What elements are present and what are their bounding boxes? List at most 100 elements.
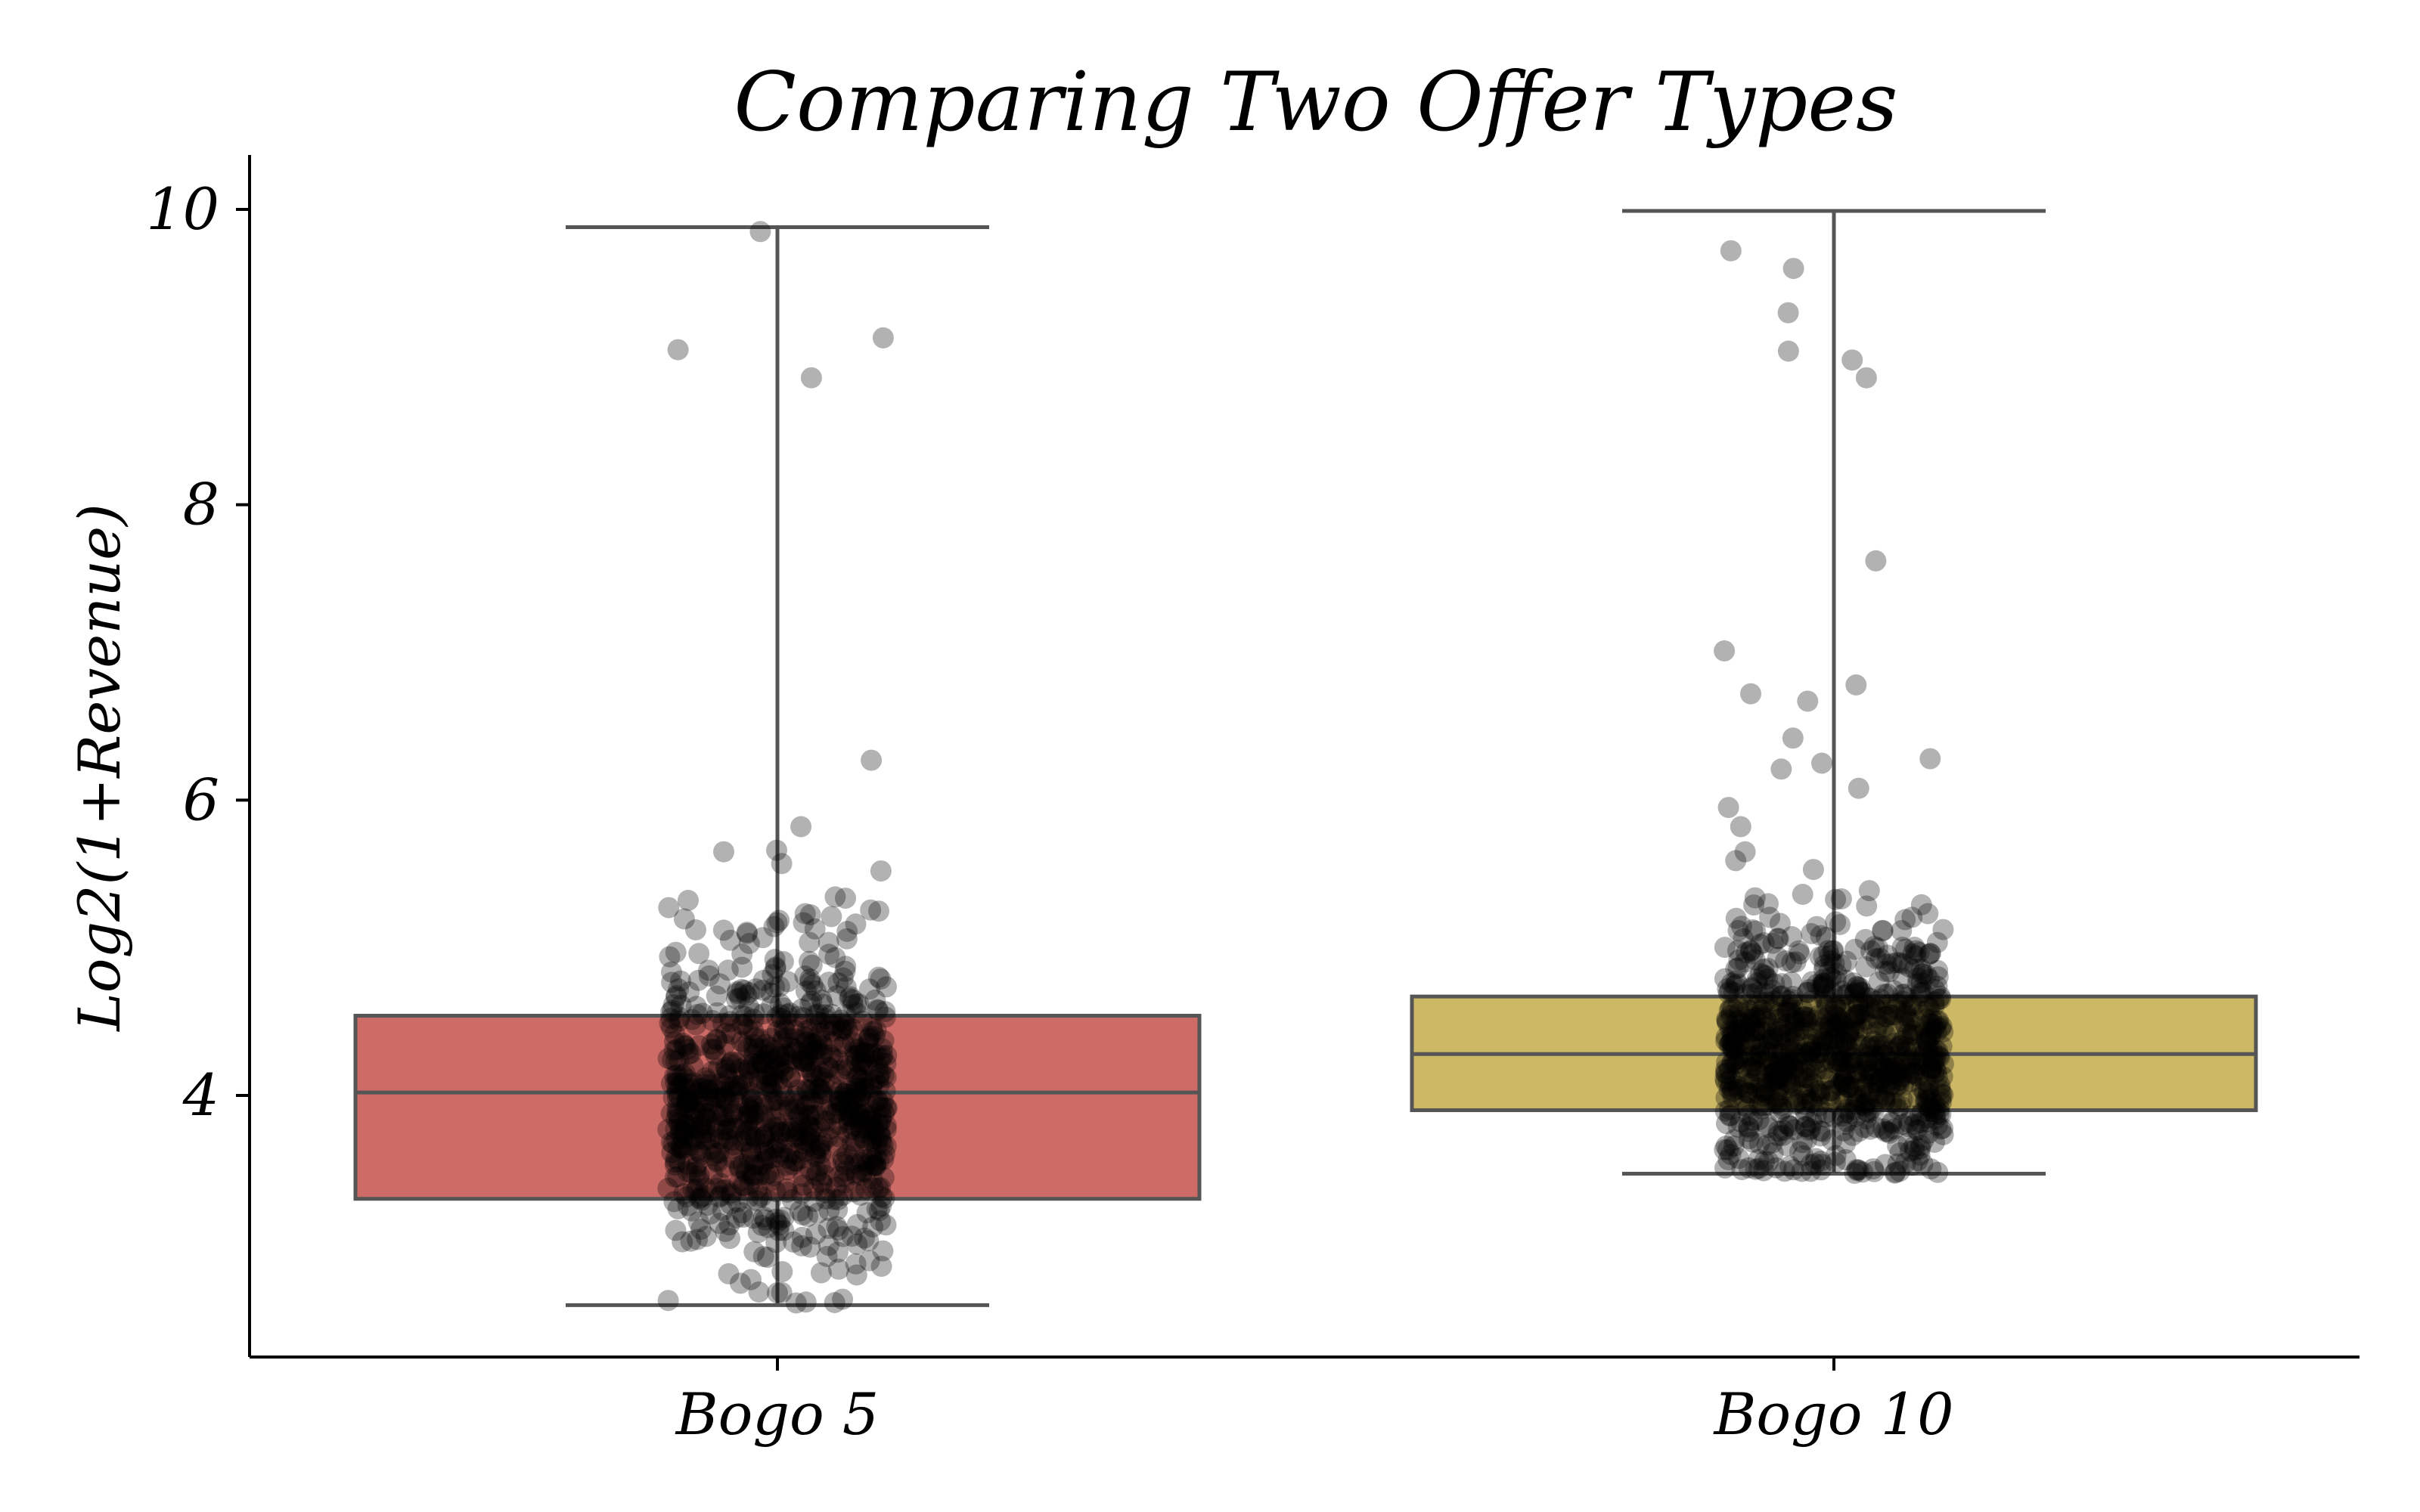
data-point <box>751 1052 773 1074</box>
data-point <box>850 1117 871 1139</box>
data-point <box>1910 1050 1932 1072</box>
data-point <box>691 1002 713 1024</box>
data-point <box>800 1018 822 1040</box>
data-point <box>870 1210 892 1232</box>
data-point <box>843 1101 865 1123</box>
data-point <box>862 1127 884 1149</box>
data-point <box>1756 1134 1778 1156</box>
data-point <box>834 960 856 982</box>
data-point <box>1804 1050 1826 1072</box>
data-point <box>1759 1082 1781 1104</box>
data-point <box>799 1127 821 1149</box>
data-point <box>688 1188 710 1210</box>
data-point <box>796 1045 818 1067</box>
data-point <box>1847 991 1869 1013</box>
data-point <box>1721 1020 1743 1042</box>
data-point <box>1895 1015 1917 1037</box>
data-point <box>768 1219 790 1241</box>
data-point <box>1834 1060 1856 1082</box>
data-point <box>690 1128 712 1150</box>
data-point <box>1745 1158 1767 1180</box>
data-point <box>748 1281 770 1303</box>
data-point <box>1742 1057 1764 1079</box>
data-point <box>757 1216 779 1238</box>
data-point <box>873 1102 895 1124</box>
data-point <box>705 1079 727 1101</box>
data-point <box>717 1118 739 1140</box>
data-point <box>860 1105 882 1127</box>
data-point <box>1913 1046 1934 1067</box>
data-point <box>746 1178 768 1200</box>
data-point <box>1782 1159 1804 1181</box>
data-point <box>1827 1033 1849 1055</box>
data-point <box>805 1104 827 1126</box>
data-point <box>834 1083 856 1105</box>
data-point <box>1797 1089 1818 1111</box>
data-point <box>826 1216 848 1238</box>
data-point <box>1844 982 1866 1003</box>
y-tick-label: 4 <box>182 1061 219 1129</box>
data-point <box>1900 1036 1922 1058</box>
data-point <box>1868 1033 1890 1055</box>
data-point <box>856 1053 877 1074</box>
data-point <box>828 1086 850 1108</box>
data-point <box>1835 1102 1857 1124</box>
data-point <box>1725 970 1747 992</box>
data-point <box>1767 1027 1789 1049</box>
data-point <box>1716 1012 1738 1033</box>
data-point <box>687 1140 709 1162</box>
data-point <box>1879 1040 1900 1062</box>
data-point <box>724 1075 746 1097</box>
outlier-point <box>1720 240 1742 262</box>
data-point <box>816 1246 838 1267</box>
data-point <box>770 1099 792 1120</box>
data-point <box>745 1129 767 1151</box>
data-point <box>1917 1095 1939 1117</box>
data-point <box>681 1162 703 1184</box>
data-point <box>1846 1086 1868 1108</box>
data-point <box>1801 1092 1823 1114</box>
data-point <box>852 1010 873 1032</box>
data-point <box>1924 1094 1946 1116</box>
data-point <box>1895 1002 1917 1024</box>
data-point <box>1838 1018 1860 1040</box>
data-point <box>1907 1120 1929 1142</box>
data-point <box>766 1006 788 1028</box>
data-point <box>1823 1106 1844 1128</box>
data-point <box>728 1157 750 1179</box>
data-point <box>1875 1089 1896 1111</box>
data-point <box>862 1216 884 1238</box>
data-point <box>820 1095 842 1117</box>
data-point <box>1742 1110 1764 1132</box>
data-point <box>799 904 821 925</box>
data-point <box>1889 1035 1911 1057</box>
data-point <box>862 1177 884 1199</box>
data-point <box>739 1108 761 1129</box>
data-point <box>1820 1080 1841 1101</box>
data-point <box>752 1246 774 1268</box>
data-point <box>844 1115 866 1137</box>
data-point <box>749 1165 771 1186</box>
data-point <box>1907 967 1929 989</box>
data-point <box>783 1042 805 1064</box>
data-point <box>1773 1120 1795 1142</box>
data-point <box>740 1141 762 1163</box>
data-point <box>743 1020 765 1042</box>
data-point <box>1746 972 1768 994</box>
data-point <box>1793 1018 1815 1040</box>
data-point <box>677 1038 699 1060</box>
data-point <box>676 1088 698 1110</box>
data-point <box>1767 928 1789 950</box>
data-point <box>1727 1009 1749 1031</box>
data-point <box>1717 978 1739 999</box>
data-point <box>836 921 858 942</box>
data-point <box>743 1104 765 1126</box>
data-point <box>860 1110 882 1132</box>
data-point <box>1910 1135 1931 1156</box>
data-point <box>667 1103 689 1125</box>
data-point <box>772 1061 794 1083</box>
data-point <box>1829 999 1851 1021</box>
data-point <box>712 919 734 941</box>
data-point <box>697 1108 718 1129</box>
data-point <box>689 1078 711 1099</box>
